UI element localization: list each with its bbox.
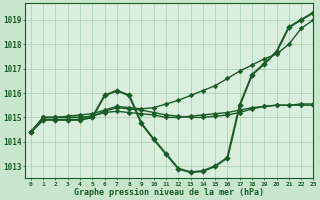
X-axis label: Graphe pression niveau de la mer (hPa): Graphe pression niveau de la mer (hPa) xyxy=(74,188,264,197)
